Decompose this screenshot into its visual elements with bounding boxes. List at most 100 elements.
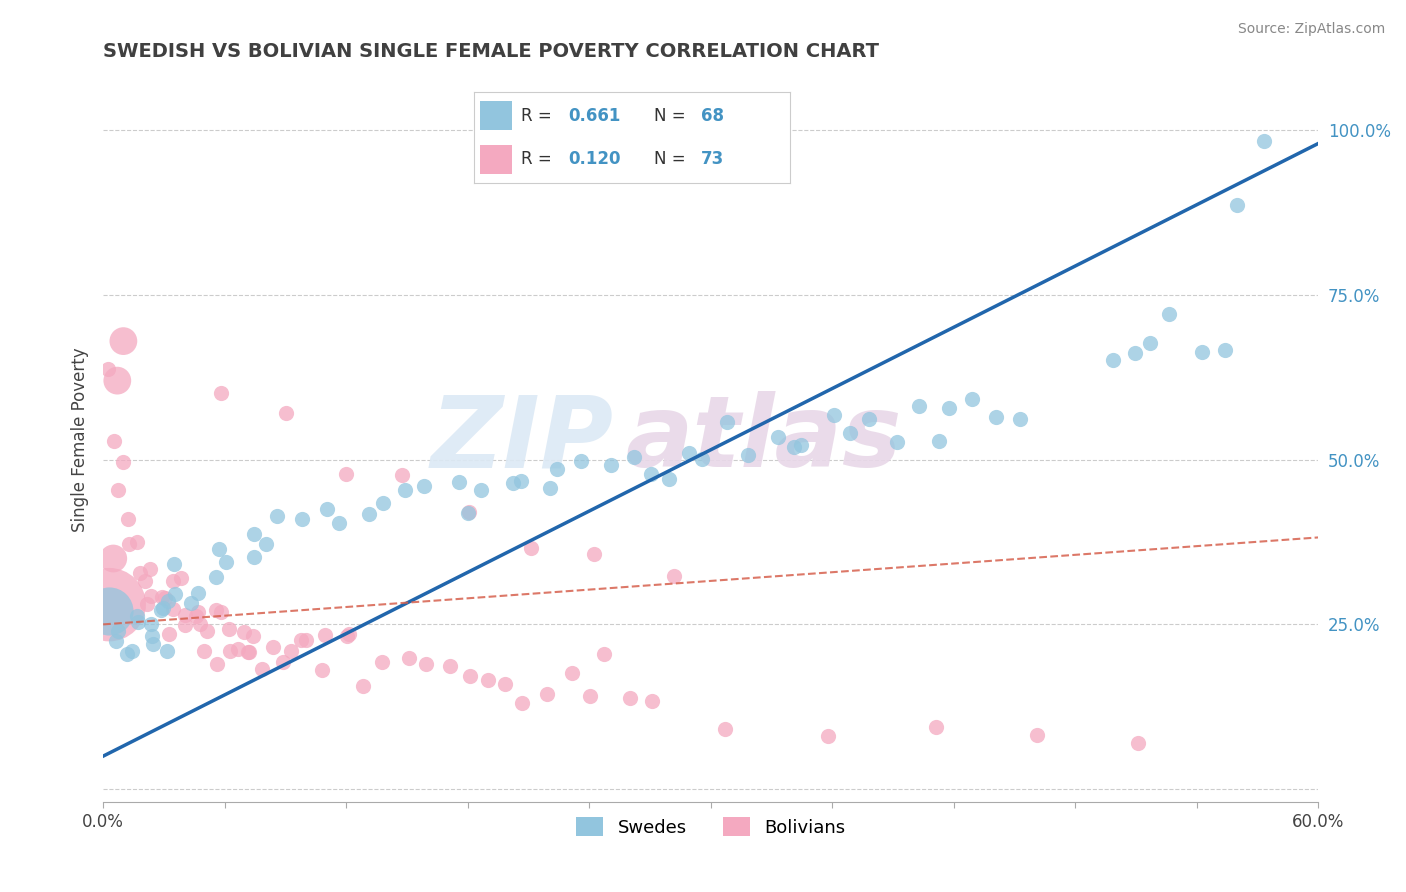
Point xyxy=(141,629,163,643)
Point xyxy=(623,450,645,464)
Point xyxy=(678,446,700,460)
Point xyxy=(908,399,931,413)
Point xyxy=(118,537,141,551)
Point xyxy=(640,694,662,708)
Point xyxy=(335,467,357,481)
Point xyxy=(817,729,839,743)
Point xyxy=(215,555,238,569)
Point xyxy=(204,603,226,617)
Point xyxy=(569,454,592,468)
Point xyxy=(858,412,880,426)
Point xyxy=(184,608,207,623)
Point xyxy=(218,622,240,636)
Point xyxy=(97,362,120,376)
Point xyxy=(664,569,686,583)
Point xyxy=(391,467,413,482)
Point xyxy=(98,598,121,612)
Point xyxy=(117,512,139,526)
Point xyxy=(125,534,148,549)
Point xyxy=(582,547,605,561)
Point xyxy=(238,645,260,659)
Point xyxy=(546,462,568,476)
Point xyxy=(243,550,266,565)
Point xyxy=(561,665,583,680)
Point xyxy=(188,617,211,632)
Point xyxy=(152,600,174,615)
Point xyxy=(494,677,516,691)
Point xyxy=(103,551,125,566)
Point xyxy=(274,405,297,419)
Text: atlas: atlas xyxy=(626,392,903,489)
Point xyxy=(187,605,209,619)
Text: SWEDISH VS BOLIVIAN SINGLE FEMALE POVERTY CORRELATION CHART: SWEDISH VS BOLIVIAN SINGLE FEMALE POVERT… xyxy=(103,42,879,61)
Point xyxy=(157,594,180,608)
Text: ZIP: ZIP xyxy=(430,392,613,489)
Point xyxy=(928,434,950,448)
Point xyxy=(336,629,359,643)
Point xyxy=(477,673,499,687)
Point xyxy=(208,542,231,557)
Point xyxy=(337,627,360,641)
Point xyxy=(174,618,197,632)
Point xyxy=(470,483,492,498)
Point xyxy=(103,434,125,448)
Text: Source: ZipAtlas.com: Source: ZipAtlas.com xyxy=(1237,22,1385,37)
Point xyxy=(658,472,681,486)
Point xyxy=(254,537,277,551)
Point xyxy=(271,655,294,669)
Point xyxy=(153,591,176,605)
Point xyxy=(415,657,437,672)
Point xyxy=(640,467,662,481)
Point xyxy=(107,624,129,638)
Point xyxy=(886,435,908,450)
Point xyxy=(447,475,470,489)
Point xyxy=(457,506,479,520)
Point xyxy=(195,624,218,638)
Point xyxy=(236,645,259,659)
Point xyxy=(207,657,229,672)
Point xyxy=(519,541,541,556)
Point xyxy=(156,643,179,657)
Point xyxy=(250,662,273,676)
Y-axis label: Single Female Poverty: Single Female Poverty xyxy=(72,348,89,533)
Point xyxy=(125,608,148,623)
Point xyxy=(112,334,135,348)
Point xyxy=(107,483,129,497)
Point xyxy=(579,689,602,703)
Point xyxy=(162,602,184,616)
Point xyxy=(371,655,394,669)
Point xyxy=(412,479,434,493)
Point xyxy=(232,625,254,640)
Point xyxy=(1123,345,1146,359)
Point xyxy=(1126,736,1149,750)
Point xyxy=(315,502,337,516)
Point xyxy=(714,722,737,736)
Point xyxy=(619,690,641,705)
Point xyxy=(690,452,713,467)
Point xyxy=(737,448,759,462)
Point xyxy=(311,663,333,677)
Point xyxy=(139,561,162,575)
Point xyxy=(209,385,232,400)
Point xyxy=(328,516,350,530)
Point xyxy=(599,458,621,472)
Point xyxy=(98,604,121,618)
Point xyxy=(242,526,264,541)
Point xyxy=(1159,307,1181,321)
Point xyxy=(127,615,149,629)
Point xyxy=(1101,352,1123,367)
Point xyxy=(1253,134,1275,148)
Point xyxy=(538,481,561,495)
Point xyxy=(134,574,156,588)
Point xyxy=(1226,198,1249,212)
Point xyxy=(371,496,394,510)
Point xyxy=(162,574,184,588)
Point xyxy=(394,483,416,497)
Point xyxy=(593,648,616,662)
Point xyxy=(193,643,215,657)
Point xyxy=(458,505,481,519)
Point xyxy=(242,629,264,643)
Point xyxy=(502,475,524,490)
Point xyxy=(1213,343,1236,357)
Point xyxy=(117,647,139,661)
